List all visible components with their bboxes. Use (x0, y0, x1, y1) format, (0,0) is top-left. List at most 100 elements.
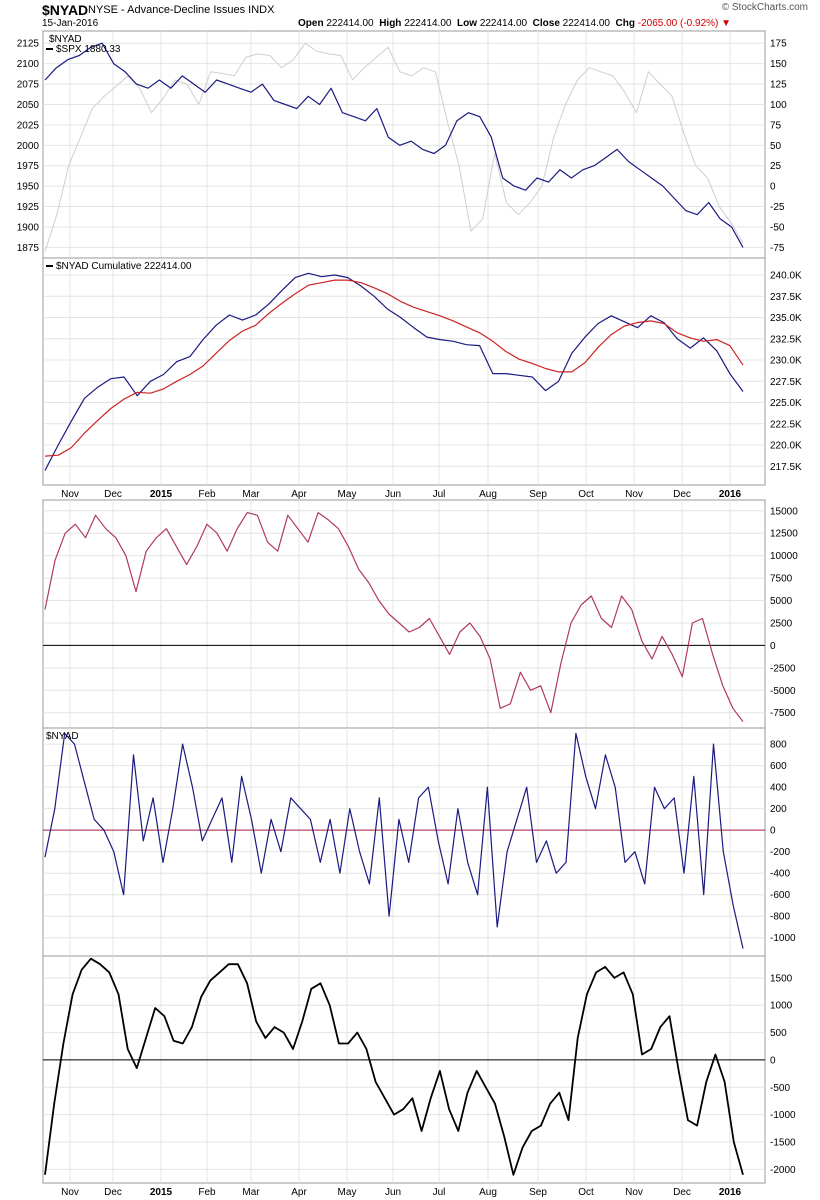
right-tick-label: 10000 (770, 551, 798, 562)
right-tick-label: 50 (770, 141, 782, 152)
left-tick-label: 2125 (17, 39, 40, 50)
right-tick-label: 220.0K (770, 441, 802, 452)
right-tick-label: 1500 (770, 973, 793, 984)
right-tick-label: 0 (770, 641, 776, 652)
low-value: 222414.00 (479, 18, 528, 29)
x-axis-label: 2016 (719, 1187, 742, 1198)
right-tick-label: 800 (770, 740, 787, 751)
right-tick-label: -1000 (770, 933, 796, 944)
x-axis-label: Mar (242, 1187, 260, 1198)
right-tick-label: 237.5K (770, 292, 802, 303)
open-label: Open (298, 18, 324, 29)
symbol-title: $NYAD (42, 2, 89, 18)
right-tick-label: 0 (770, 1055, 776, 1066)
right-tick-label: 100 (770, 100, 787, 111)
right-tick-label: -400 (770, 869, 790, 880)
panel-frame (42, 955, 766, 1184)
chart-header: $NYAD NYSE - Advance-Decline Issues INDX… (0, 0, 820, 32)
legend-entry: $NYAD (46, 731, 79, 742)
right-tick-label: 225.0K (770, 398, 802, 409)
x-axis-label: Nov (61, 1187, 79, 1198)
right-tick-label: 600 (770, 761, 787, 772)
series-line--nyad-cumulative (44, 272, 744, 471)
series-line-smoothed (44, 957, 744, 1176)
x-axis-label: Dec (104, 1187, 122, 1198)
high-value: 222414.00 (404, 18, 452, 29)
right-tick-label: 230.0K (770, 356, 802, 367)
high-label: High (379, 18, 402, 29)
right-tick-label: 400 (770, 783, 787, 794)
right-tick-label: 125 (770, 80, 787, 91)
stockcharts-logo: © StockCharts.com (721, 2, 808, 13)
series-line-oscillator (44, 512, 744, 723)
x-axis-label: May (338, 489, 357, 500)
panel-1 (42, 30, 766, 259)
series-line-moving-average (44, 279, 744, 457)
left-tick-label: 1900 (17, 222, 40, 233)
x-axis-label: Nov (625, 1187, 643, 1198)
x-axis-label: Dec (673, 1187, 691, 1198)
right-tick-label: 175 (770, 39, 787, 50)
right-tick-label: 75 (770, 120, 782, 131)
low-label: Low (457, 18, 478, 29)
symbol-description: NYSE - Advance-Decline Issues INDX (88, 4, 275, 16)
x-axis-label: Feb (198, 1187, 216, 1198)
right-tick-label: 2500 (770, 618, 793, 629)
right-tick-label: 25 (770, 161, 782, 172)
panel-5 (42, 955, 766, 1184)
right-tick-label: -75 (770, 243, 785, 254)
x-axis-label: 2015 (150, 1187, 173, 1198)
right-tick-label: 200 (770, 804, 787, 815)
x-axis-label: Jun (385, 1187, 401, 1198)
right-tick-label: 227.5K (770, 377, 802, 388)
x-axis-label: Nov (625, 489, 643, 500)
right-tick-label: 232.5K (770, 334, 802, 345)
ohlc-readout: Open 222414.00 High 222414.00 Low 222414… (298, 18, 731, 29)
x-axis-label: Sep (529, 489, 547, 500)
series-line--nyad (44, 42, 744, 248)
right-tick-label: 7500 (770, 574, 793, 585)
right-tick-label: -500 (770, 1083, 790, 1094)
right-tick-label: -2500 (770, 663, 796, 674)
panel-2 (42, 257, 766, 486)
legend-entry: $NYAD Cumulative 222414.00 (56, 261, 192, 272)
left-tick-label: 2075 (17, 80, 40, 91)
right-tick-label: -2000 (770, 1165, 796, 1176)
panel-frame (42, 257, 766, 486)
open-value: 222414.00 (326, 18, 374, 29)
x-axis-label: Aug (479, 1187, 497, 1198)
x-axis-label: 2015 (150, 489, 173, 500)
series-line--nyad (44, 732, 744, 949)
right-tick-label: 0 (770, 182, 776, 193)
left-tick-label: 1975 (17, 161, 40, 172)
x-axis-label: Jul (433, 1187, 446, 1198)
right-tick-label: 240.0K (770, 271, 802, 282)
x-axis-label: Dec (673, 489, 691, 500)
right-tick-label: 0 (770, 826, 776, 837)
chg-label: Chg (615, 18, 635, 29)
x-axis-label: Jun (385, 489, 401, 500)
right-tick-label: 15000 (770, 506, 798, 517)
chart-date: 15-Jan-2016 (42, 18, 99, 29)
right-tick-label: -7500 (770, 708, 796, 719)
right-tick-label: 5000 (770, 596, 793, 607)
right-tick-label: 500 (770, 1028, 787, 1039)
panel-frame (42, 30, 766, 259)
x-axis-label: Sep (529, 1187, 547, 1198)
x-axis-label: 2016 (719, 489, 742, 500)
x-axis-label: Nov (61, 489, 79, 500)
legend-entry: $NYAD (49, 34, 82, 45)
right-tick-label: -50 (770, 222, 785, 233)
series-line--spx (44, 42, 744, 252)
right-tick-label: 217.5K (770, 462, 802, 473)
right-tick-label: -25 (770, 202, 785, 213)
x-axis-label: Feb (198, 489, 216, 500)
right-tick-label: 235.0K (770, 313, 802, 324)
right-tick-label: -800 (770, 912, 790, 923)
right-tick-label: 1000 (770, 1001, 793, 1012)
right-tick-label: -200 (770, 847, 790, 858)
panel-4 (42, 727, 766, 957)
right-tick-label: 222.5K (770, 419, 802, 430)
panel-3 (42, 499, 766, 729)
